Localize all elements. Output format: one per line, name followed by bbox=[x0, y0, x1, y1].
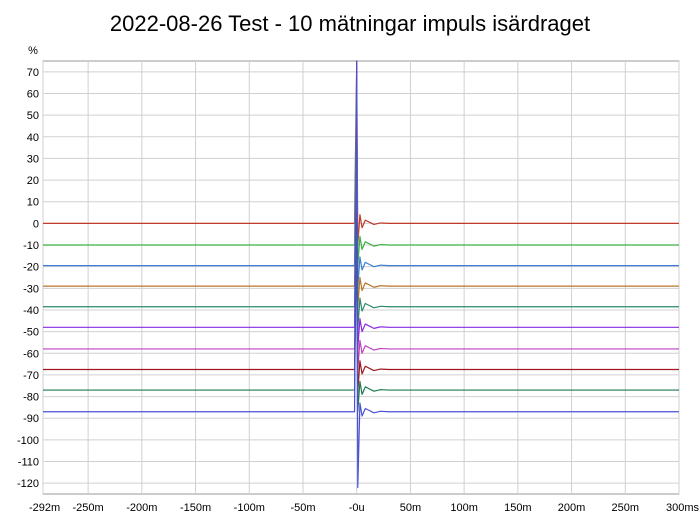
series-line-10 bbox=[43, 60, 679, 489]
y-tick-label: -50 bbox=[23, 327, 39, 339]
y-tick-label: -30 bbox=[23, 283, 39, 295]
series-line-9 bbox=[43, 233, 679, 413]
x-tick-label: 50m bbox=[400, 502, 421, 514]
grid-lines bbox=[42, 61, 680, 494]
y-tick-label: -110 bbox=[18, 457, 39, 469]
x-tick-label: -250m bbox=[73, 502, 104, 514]
y-tick-label: -120 bbox=[17, 478, 39, 490]
y-tick-label: -80 bbox=[23, 392, 39, 404]
y-tick-label: 70 bbox=[27, 67, 39, 79]
y-tick-label: 50 bbox=[27, 110, 39, 122]
y-tick-label: 10 bbox=[27, 197, 39, 209]
plot-area bbox=[42, 60, 680, 495]
chart-title: 2022-08-26 Test - 10 mätningar impuls is… bbox=[110, 11, 590, 36]
x-tick-label: 250m bbox=[612, 502, 640, 514]
axis-tick-labels: 70 60 50 40 30 20 10 0 -10 -20 -30 -40 -50 -60 -70 -80 -… bbox=[17, 67, 700, 514]
x-tick-label: 100m bbox=[450, 502, 478, 514]
x-tick-label: 150m bbox=[504, 502, 532, 514]
series-lines bbox=[43, 60, 679, 489]
y-tick-label: -60 bbox=[23, 348, 39, 360]
x-tick-label: 200m bbox=[558, 502, 586, 514]
x-tick-label: -50m bbox=[290, 502, 315, 514]
x-tick-label: -0u bbox=[349, 502, 365, 514]
x-tick-label: -150m bbox=[180, 502, 211, 514]
x-tick-label: -292m bbox=[29, 502, 60, 514]
x-tick-label: -100m bbox=[234, 502, 265, 514]
y-tick-label: 40 bbox=[27, 132, 39, 144]
y-tick-label: -70 bbox=[23, 370, 39, 382]
y-axis-unit-label: % bbox=[28, 45, 38, 57]
y-tick-label: 0 bbox=[33, 218, 39, 230]
y-tick-label: -10 bbox=[23, 240, 39, 252]
y-tick-label: -20 bbox=[23, 262, 39, 274]
y-tick-label: -40 bbox=[23, 305, 39, 317]
y-tick-label: 30 bbox=[27, 153, 39, 165]
x-tick-label: -200m bbox=[126, 502, 157, 514]
y-tick-label: -90 bbox=[23, 413, 39, 425]
y-tick-label: 20 bbox=[27, 175, 39, 187]
x-tick-label: 300ms bbox=[666, 502, 700, 514]
y-tick-label: -100 bbox=[17, 435, 39, 447]
y-tick-label: 60 bbox=[27, 88, 39, 100]
